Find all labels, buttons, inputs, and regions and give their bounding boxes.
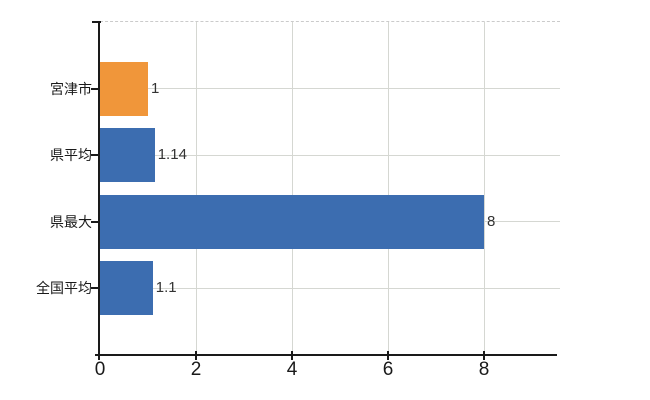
bar: [100, 61, 148, 116]
y-axis-tick: [91, 287, 99, 290]
gridline-horizontal: [100, 154, 560, 156]
gridline-vertical: [387, 22, 389, 355]
category-label: 県最大: [50, 213, 92, 230]
x-axis-tick: [387, 351, 389, 360]
bar-value-label: 1.14: [157, 146, 187, 164]
y-axis-tick: [91, 87, 99, 90]
gridline-vertical: [483, 22, 485, 355]
y-axis-tick: [91, 154, 99, 157]
plot-top-border: [100, 21, 560, 22]
y-axis-end-tick: [92, 21, 101, 23]
gridline-horizontal: [100, 88, 560, 90]
plot-area: 1 1.14 8 1.1: [100, 22, 560, 355]
gridline-horizontal: [100, 287, 560, 289]
x-axis-tick: [195, 351, 197, 360]
gridline-vertical: [291, 22, 293, 355]
bar-value-label: 1.1: [155, 279, 177, 297]
y-axis-line: [98, 22, 100, 360]
bar-value-label: 1: [151, 79, 160, 97]
gridline-vertical: [195, 22, 197, 355]
x-tick-label: 6: [382, 359, 394, 380]
bar: [100, 261, 153, 316]
category-label: 県平均: [50, 147, 92, 164]
category-label: 全国平均: [36, 280, 92, 297]
x-tick-label: 2: [190, 359, 202, 380]
y-axis-tick: [91, 220, 99, 223]
bar: [100, 128, 155, 183]
x-tick-label: 8: [478, 359, 490, 380]
bar-value-label: 8: [487, 212, 496, 230]
x-tick-label: 0: [94, 359, 106, 380]
category-label: 宮津市: [50, 80, 92, 97]
x-tick-label: 4: [286, 359, 298, 380]
x-axis-line: [95, 354, 557, 356]
x-axis-tick: [483, 351, 485, 360]
bar: [100, 194, 484, 249]
x-axis-tick: [291, 351, 293, 360]
